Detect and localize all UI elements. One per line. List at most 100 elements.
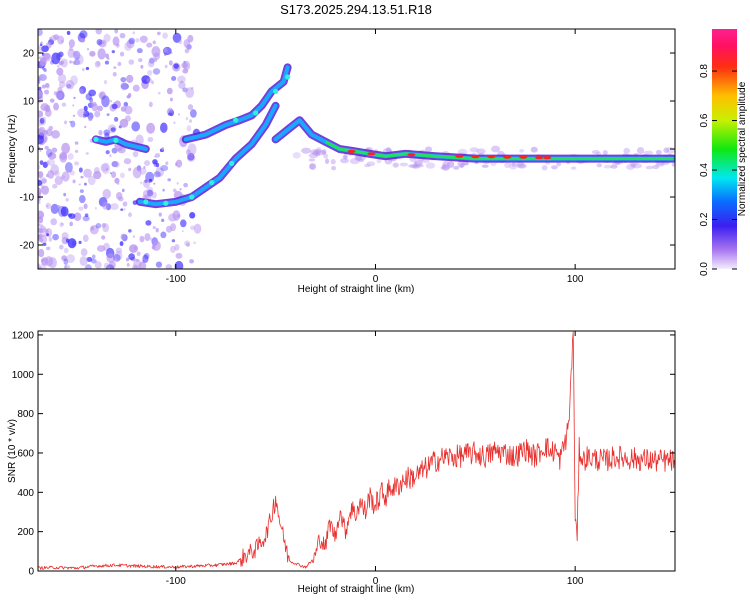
snr-xtick-label: -100 <box>166 576 186 587</box>
noise-speckle <box>151 46 161 58</box>
noise-speckle <box>165 264 173 269</box>
haze-speckle <box>459 163 465 169</box>
noise-speckle <box>38 200 41 204</box>
noise-speckle <box>41 45 49 53</box>
haze-speckle <box>530 146 538 153</box>
haze-speckle <box>490 145 501 153</box>
noise-speckle <box>133 246 137 250</box>
snr-ytick-label: 1000 <box>12 370 35 381</box>
ridge-band <box>181 63 292 144</box>
noise-speckle <box>95 223 102 229</box>
noise-speckle <box>85 152 89 155</box>
noise-speckle <box>181 62 188 69</box>
haze-speckle <box>636 147 645 154</box>
noise-speckle <box>144 160 151 167</box>
ridge-blob <box>253 110 259 116</box>
noise-speckle <box>82 68 85 72</box>
noise-speckle <box>69 170 75 176</box>
colorbar-label: Normalized spectral amplitude <box>737 81 748 216</box>
noise-speckle <box>132 84 140 92</box>
spectrogram-ytick-label: -10 <box>20 193 35 204</box>
ridge-blob <box>189 194 195 200</box>
noise-speckle <box>38 266 42 269</box>
haze-speckle <box>340 157 349 164</box>
noise-speckle <box>69 60 72 64</box>
noise-speckle <box>163 47 168 53</box>
snr-ytick-label: 0 <box>28 567 34 578</box>
noise-speckle <box>63 120 68 125</box>
noise-speckle <box>167 178 172 182</box>
noise-speckle <box>167 112 172 116</box>
noise-speckle <box>147 69 153 76</box>
spectrogram-ytick-label: 20 <box>23 49 35 60</box>
noise-speckle <box>80 248 88 257</box>
noise-speckle <box>183 39 191 48</box>
noise-speckle <box>120 106 127 112</box>
haze-speckle <box>655 149 662 155</box>
haze-speckle <box>453 165 460 170</box>
noise-speckle <box>40 257 49 266</box>
noise-speckle <box>82 215 90 222</box>
noise-speckle <box>187 143 197 156</box>
noise-speckle <box>38 223 41 227</box>
noise-speckle <box>46 158 56 166</box>
noise-speckle <box>105 150 110 155</box>
noise-speckle <box>147 136 154 143</box>
noise-speckle <box>186 125 192 132</box>
noise-speckle <box>190 225 196 231</box>
noise-speckle <box>186 154 196 162</box>
haze-speckle <box>392 162 399 168</box>
haze-speckle <box>309 163 315 170</box>
noise-speckle <box>39 149 42 153</box>
noise-speckle <box>38 216 44 224</box>
noise-speckle <box>151 80 154 85</box>
noise-speckle <box>67 238 77 249</box>
noise-speckle <box>193 223 202 234</box>
snr-ytick-label: 1200 <box>12 330 35 341</box>
noise-speckle <box>54 176 63 186</box>
noise-speckle <box>155 167 164 178</box>
noise-speckle <box>41 84 47 89</box>
noise-speckle <box>162 188 165 192</box>
haze-speckle <box>550 165 558 170</box>
noise-speckle <box>106 113 110 117</box>
noise-speckle <box>59 244 64 250</box>
noise-speckle <box>51 130 60 139</box>
noise-speckle <box>150 237 153 241</box>
ridge-band <box>135 101 280 209</box>
noise-speckle <box>185 149 191 156</box>
noise-speckle <box>78 206 84 211</box>
spectrogram-xlabel: Height of straight line (km) <box>298 284 415 295</box>
colorbar-gradient <box>712 29 737 269</box>
noise-speckle <box>63 192 67 197</box>
noise-speckle <box>123 158 132 165</box>
haze-speckle <box>665 146 675 154</box>
noise-speckle <box>160 231 167 239</box>
noise-speckle <box>40 223 43 228</box>
noise-speckle <box>114 177 120 184</box>
noise-speckle <box>120 233 126 240</box>
noise-speckle <box>94 261 102 269</box>
noise-speckle <box>61 142 71 154</box>
haze-speckle <box>292 152 301 159</box>
noise-speckle <box>51 52 61 65</box>
noise-speckle <box>174 260 184 269</box>
peak-dash <box>407 153 416 157</box>
noise-speckle <box>70 120 76 128</box>
noise-speckle <box>106 253 115 263</box>
noise-speckle <box>123 101 129 107</box>
haze-speckle <box>610 164 618 169</box>
noise-speckle <box>66 30 71 36</box>
noise-speckle <box>161 218 165 223</box>
noise-speckle <box>58 61 64 66</box>
noise-speckle <box>38 92 42 98</box>
noise-speckle <box>102 223 110 233</box>
noise-speckle <box>94 206 97 210</box>
noise-speckle <box>88 89 97 97</box>
noise-speckle <box>102 201 109 210</box>
spectrogram-ytick-label: 0 <box>28 145 34 156</box>
noise-speckle <box>167 107 173 114</box>
noise-speckle <box>160 122 168 133</box>
noise-speckle <box>46 233 50 237</box>
